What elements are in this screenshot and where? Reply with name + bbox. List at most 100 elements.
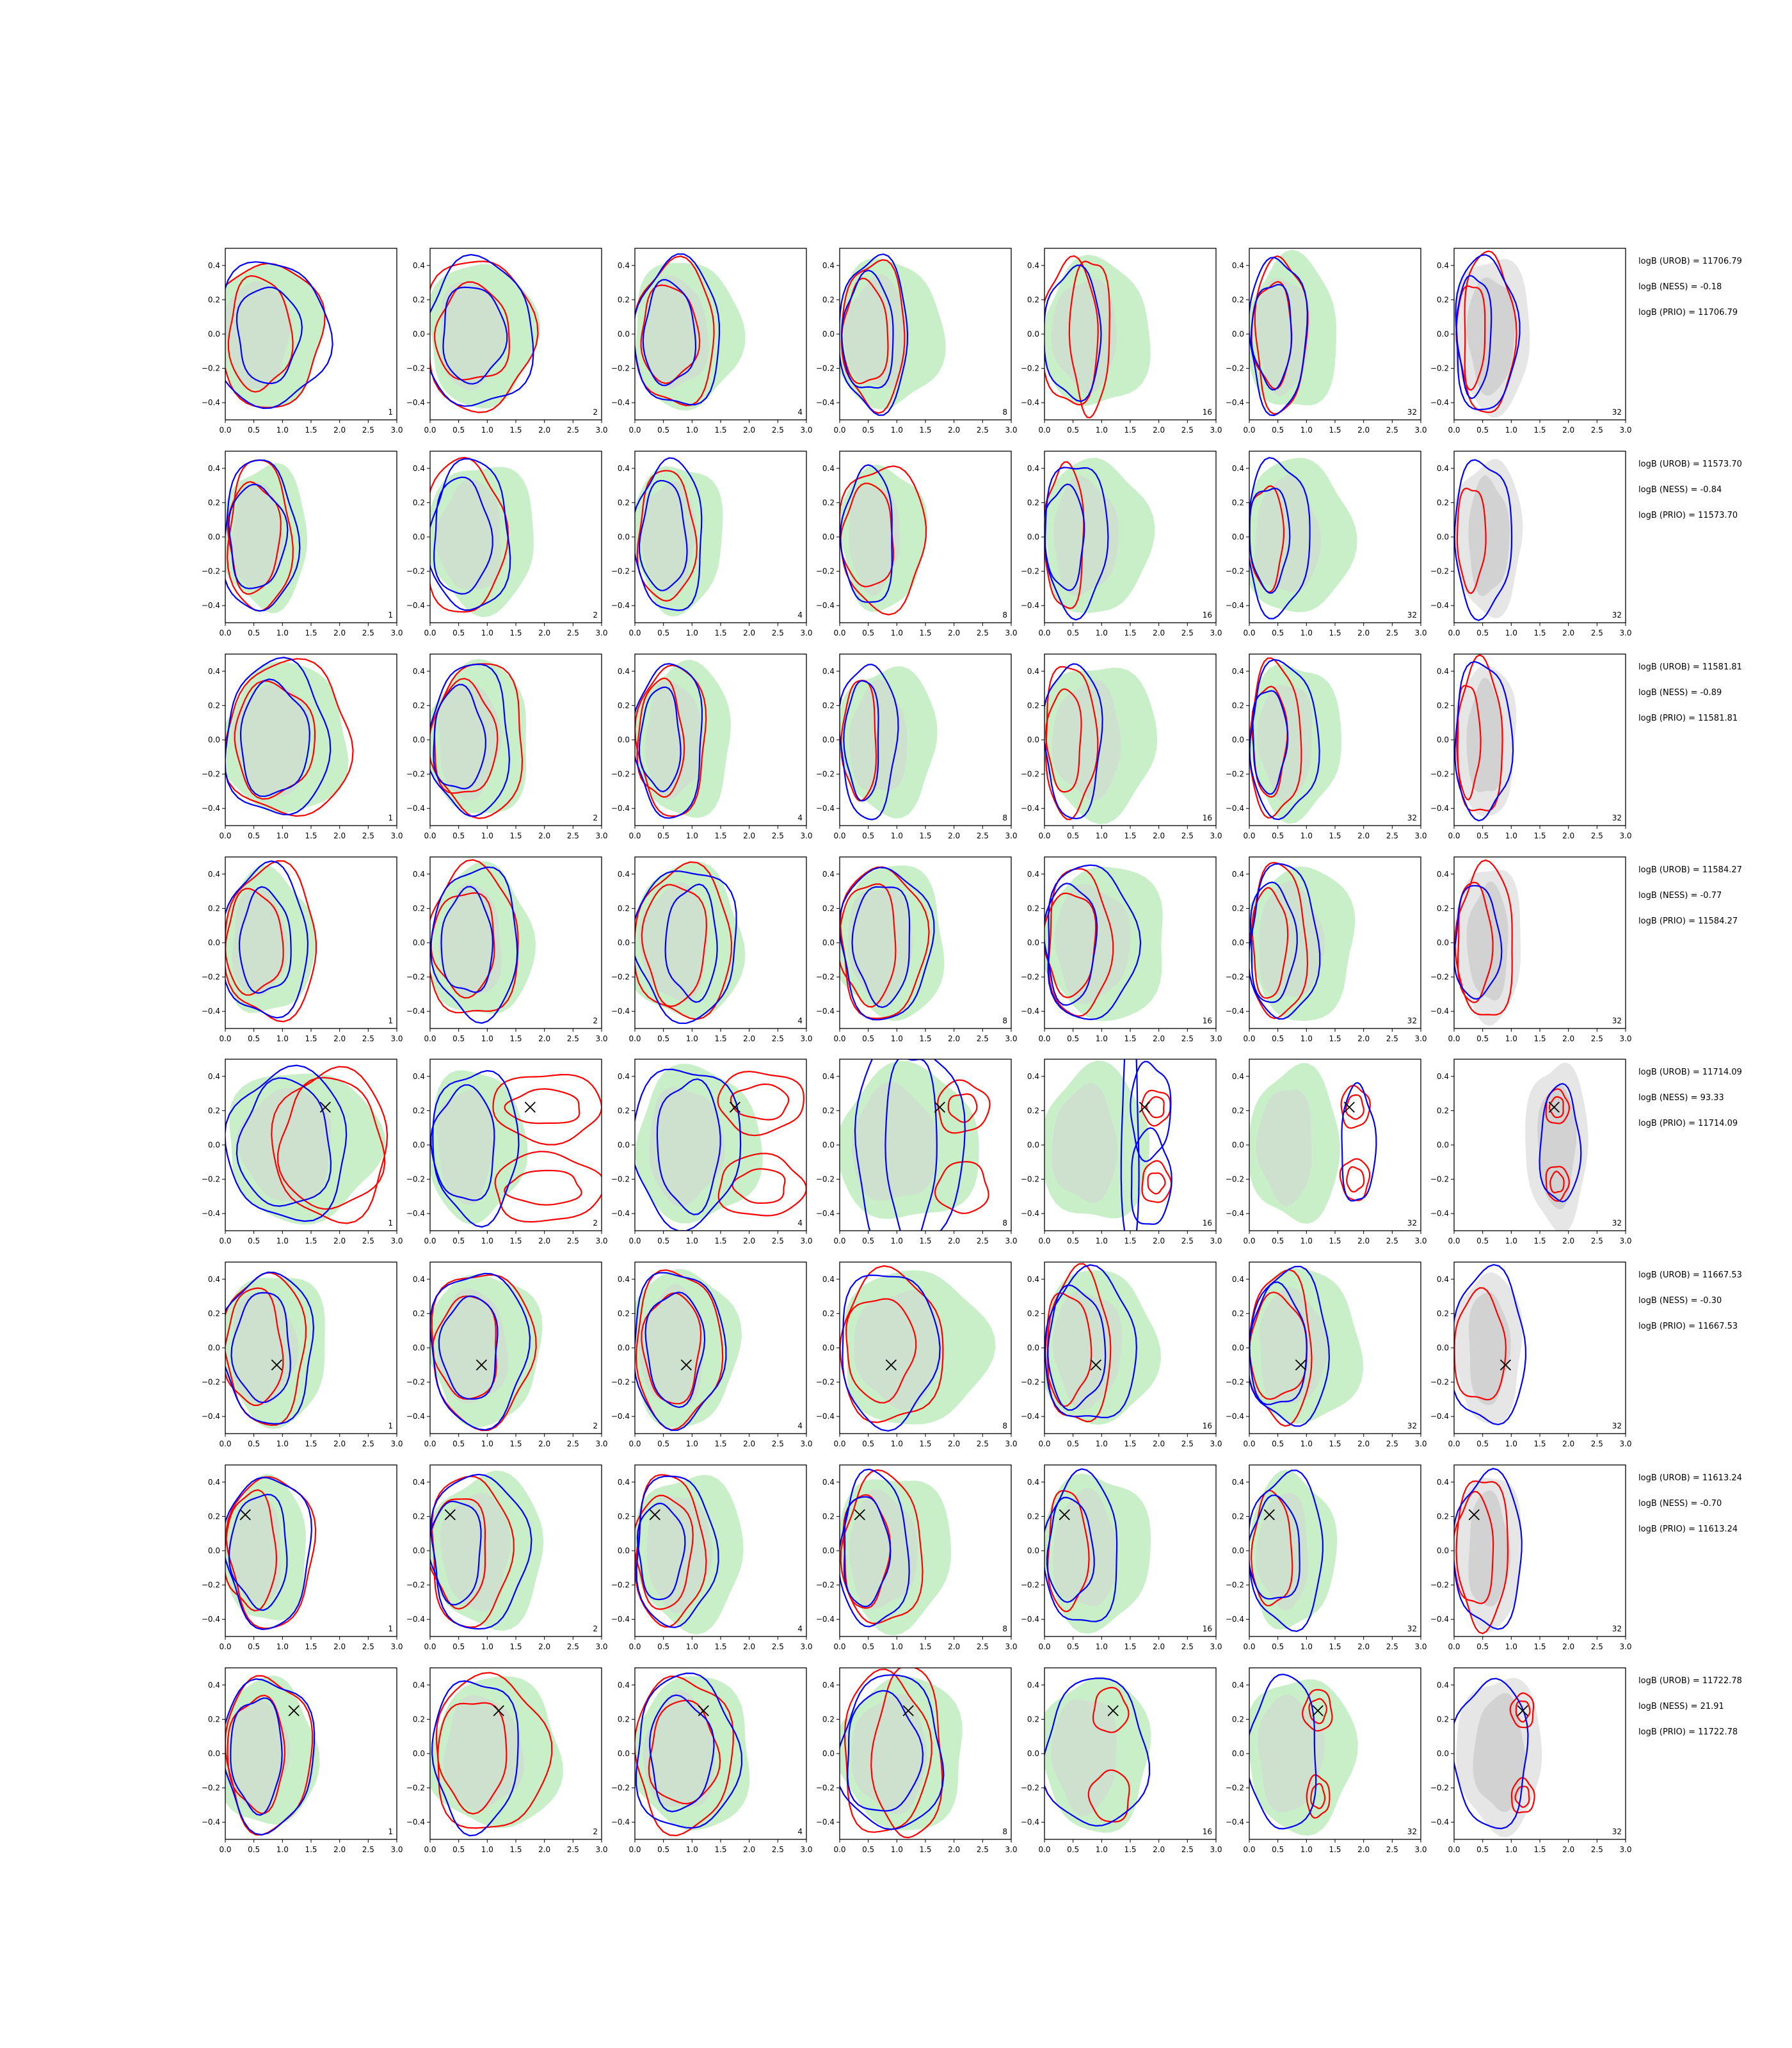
y-tick-label: −0.4 [1021,1615,1039,1624]
x-tick-label: 1.5 [1533,1034,1546,1043]
prior-region-inner [440,1492,511,1612]
x-tick-label: 2.0 [1153,1439,1165,1448]
ness-contour [1549,1171,1565,1194]
x-tick-label: 2.5 [1181,628,1194,637]
robust-contour [431,1680,519,1837]
panel-r4-c4: 0.0 0.5 1.0 1.5 2.0 2.5 3.0 0.4 0.2 0.0 −0.2 −0.4 8 [816,856,1018,1043]
x-tick-label: 1.5 [1124,1236,1136,1245]
x-tick-label: 2.5 [567,426,579,435]
panel-r2-c4: 0.0 0.5 1.0 1.5 2.0 2.5 3.0 0.4 0.2 0.0 −0.2 −0.4 8 [816,451,1018,637]
x-tick-label: 3.0 [1005,426,1017,435]
x-tick-label: 0.0 [1243,628,1255,637]
panel-plot-area [1044,663,1158,824]
y-tick-label: 0.2 [208,1106,220,1115]
ness-contour [1339,1158,1371,1201]
x-tick-label: 3.0 [1619,426,1631,435]
x-tick-label: 0.0 [1038,628,1050,637]
y-tick-label: −0.2 [611,973,630,982]
x-tick-label: 1.5 [305,1845,317,1854]
y-tick-label: 0.0 [1437,330,1449,339]
ness-contour [937,1079,991,1134]
panel-r5-c7: 0.0 0.5 1.0 1.5 2.0 2.5 3.0 0.4 0.2 0.0 −0.2 −0.4 32 [1430,1059,1632,1245]
panel-plot-area [430,253,541,413]
x-tick-label: 0.0 [1038,426,1050,435]
y-tick-label: −0.4 [1430,1615,1449,1624]
panel-r3-c1: 0.0 0.5 1.0 1.5 2.0 2.5 3.0 0.4 0.2 0.0 −0.2 −0.4 1 [202,653,403,840]
y-tick-label: −0.4 [611,601,630,610]
x-tick-label: 1.0 [1505,1642,1517,1651]
y-tick-label: −0.4 [202,1209,220,1218]
x-tick-label: 3.0 [1619,1642,1631,1651]
robust-contour [842,1274,941,1432]
x-tick-label: 0.0 [1038,831,1050,840]
y-tick-label: −0.4 [1226,1209,1244,1218]
y-tick-label: 0.4 [413,1072,425,1081]
ness-contour [717,1071,805,1137]
true-parameter-marker [729,1101,740,1113]
y-tick-label: 0.4 [1437,1275,1449,1284]
panel-plot-area [1249,657,1342,824]
y-tick-label: −0.4 [1430,398,1449,407]
y-tick-label: −0.4 [816,1007,835,1016]
panel-plot-area [430,1069,602,1228]
panel-size-label: 32 [1407,1624,1417,1633]
panel-plot-area [225,261,333,410]
robust-contour [433,684,487,790]
x-tick-label: 2.0 [743,1034,755,1043]
y-tick-label: −0.2 [816,1378,835,1387]
robust-contour [430,458,511,611]
prior-region-inner [438,684,502,801]
true-parameter-marker [649,1509,660,1521]
ness-contour [1146,1096,1165,1119]
y-tick-label: 0.0 [208,1140,220,1149]
x-tick-label: 2.5 [362,628,374,637]
x-tick-label: 1.0 [276,1642,289,1651]
ness-contour [1514,1786,1530,1808]
ness-contour [1548,1096,1564,1119]
y-tick-label: 0.2 [1437,295,1449,304]
y-tick-label: 0.2 [618,295,630,304]
panel-plot-area [1249,1063,1377,1224]
panel-r6-c5: 0.0 0.5 1.0 1.5 2.0 2.5 3.0 0.4 0.2 0.0 −0.2 −0.4 16 [1021,1261,1222,1448]
x-tick-label: 1.5 [1533,628,1546,637]
y-tick-label: −0.2 [611,1784,630,1793]
x-tick-label: 0.5 [657,628,669,637]
panel-plot-area [430,1272,543,1432]
x-tick-label: 3.0 [595,1845,607,1854]
y-tick-label: 0.2 [822,1715,835,1724]
prior-region-inner [648,1087,725,1207]
x-tick-label: 2.5 [1386,1034,1398,1043]
panel-size-label: 2 [593,813,598,822]
x-tick-label: 2.5 [1591,426,1603,435]
y-tick-label: 0.4 [1232,464,1244,473]
x-tick-label: 0.0 [1448,1845,1460,1854]
y-tick-label: 0.4 [1027,870,1039,879]
x-tick-label: 3.0 [800,1845,812,1854]
y-tick-label: 0.0 [208,330,220,339]
prior-region-inner [647,1496,712,1614]
y-tick-label: 0.2 [413,498,425,507]
panel-size-label: 32 [1612,408,1622,417]
x-tick-label: 1.0 [1096,1034,1108,1043]
robust-contour [635,457,703,611]
y-tick-label: 0.0 [618,938,630,947]
panel-r4-c7: 0.0 0.5 1.0 1.5 2.0 2.5 3.0 0.4 0.2 0.0 −0.2 −0.4 32 [1430,856,1632,1043]
x-tick-label: 2.5 [772,1642,784,1651]
x-tick-label: 1.0 [686,426,698,435]
x-tick-label: 0.5 [1476,831,1489,840]
panel-plot-area [840,1468,952,1636]
y-tick-label: 0.4 [413,1681,425,1690]
y-tick-label: −0.4 [611,1615,630,1624]
panel-r8-c7: 0.0 0.5 1.0 1.5 2.0 2.5 3.0 0.4 0.2 0.0 −0.2 −0.4 32 [1430,1667,1632,1854]
robust-contour [635,1272,727,1431]
y-tick-label: −0.2 [816,567,835,576]
y-tick-label: −0.2 [1226,973,1244,982]
y-tick-label: 0.2 [1027,1512,1039,1521]
y-tick-label: 0.0 [618,330,630,339]
y-tick-label: 0.4 [208,1275,220,1284]
y-tick-label: 0.2 [1437,1715,1449,1724]
x-tick-label: 1.0 [1300,1236,1313,1245]
y-tick-label: 0.4 [1027,667,1039,676]
x-tick-label: 0.0 [424,426,436,435]
x-tick-label: 0.5 [1476,1034,1489,1043]
